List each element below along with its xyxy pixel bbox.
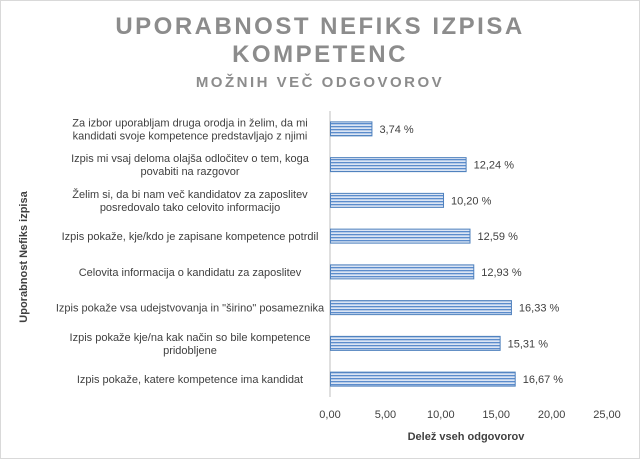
value-label-4: 12,59 %	[477, 231, 518, 243]
category-label-2-line-1: Izpis mi vsaj deloma olajša odločitev o …	[71, 153, 310, 165]
plot-area: 3,74 % Za izbor uporabljam druga orodja i…	[56, 111, 621, 421]
x-tick-label-5: 20,00	[538, 409, 566, 421]
x-tick-label-2: 5,00	[375, 409, 396, 421]
bar-3	[330, 192, 445, 208]
category-label-8: Izpis pokaže, katere kompetence ima kand…	[77, 374, 303, 386]
bar-2	[330, 157, 467, 173]
category-label-1-line-1: Za izbor uporabljam druga orodja in želi…	[72, 117, 307, 129]
category-label-6: Izpis pokaže vsa udejstvovanja in "širin…	[56, 303, 325, 315]
x-tick-label-3: 10,00	[427, 409, 455, 421]
x-axis-title: Delež vseh odgovorov	[408, 431, 526, 443]
bar-5	[330, 264, 475, 280]
value-label-7: 15,31 %	[508, 338, 549, 350]
chart-title-line-2: KOMPETENC	[232, 41, 408, 68]
y-axis-title: Uporabnost Nefiks izpisa	[18, 190, 30, 322]
category-label-5: Celovita informacija o kandidatu za zapo…	[79, 267, 302, 279]
value-label-5: 12,93 %	[481, 267, 522, 279]
category-label-2-line-2: povabiti na razgovor	[140, 166, 239, 178]
category-label-3-line-1: Želim si, da bi nam več kandidatov za za…	[72, 188, 308, 201]
bar-1	[330, 121, 373, 137]
x-tick-label-6: 25,00	[593, 409, 621, 421]
x-tick-label-1: 0,00	[319, 409, 340, 421]
value-label-6: 16,33 %	[519, 303, 560, 315]
value-label-1: 3,74 %	[379, 124, 413, 136]
category-label-7-line-2: pridobljene	[163, 345, 217, 357]
bar-6	[330, 300, 512, 316]
chart-subtitle: MOŽNIH VEČ ODGOVOROV	[196, 73, 444, 91]
bar-8	[330, 371, 516, 387]
category-label-4: Izpis pokaže, kje/kdo je zapisane kompet…	[62, 231, 319, 243]
value-label-3: 10,20 %	[451, 195, 492, 207]
category-label-3-line-2: posredovalo tako celovito informacijo	[100, 202, 280, 214]
value-label-8: 16,67 %	[523, 374, 564, 386]
x-tick-label-4: 15,00	[482, 409, 510, 421]
value-label-2: 12,24 %	[474, 160, 515, 172]
bar-7	[330, 335, 501, 351]
category-label-7-line-1: Izpis pokaže kje/na kak način so bile ko…	[70, 332, 311, 344]
category-label-1-line-2: kandidati svoje kompetence predstavljajo…	[73, 130, 308, 142]
chart-title-line-1: UPORABNOST NEFIKS IZPISA	[115, 13, 524, 40]
bar-4	[330, 228, 471, 244]
